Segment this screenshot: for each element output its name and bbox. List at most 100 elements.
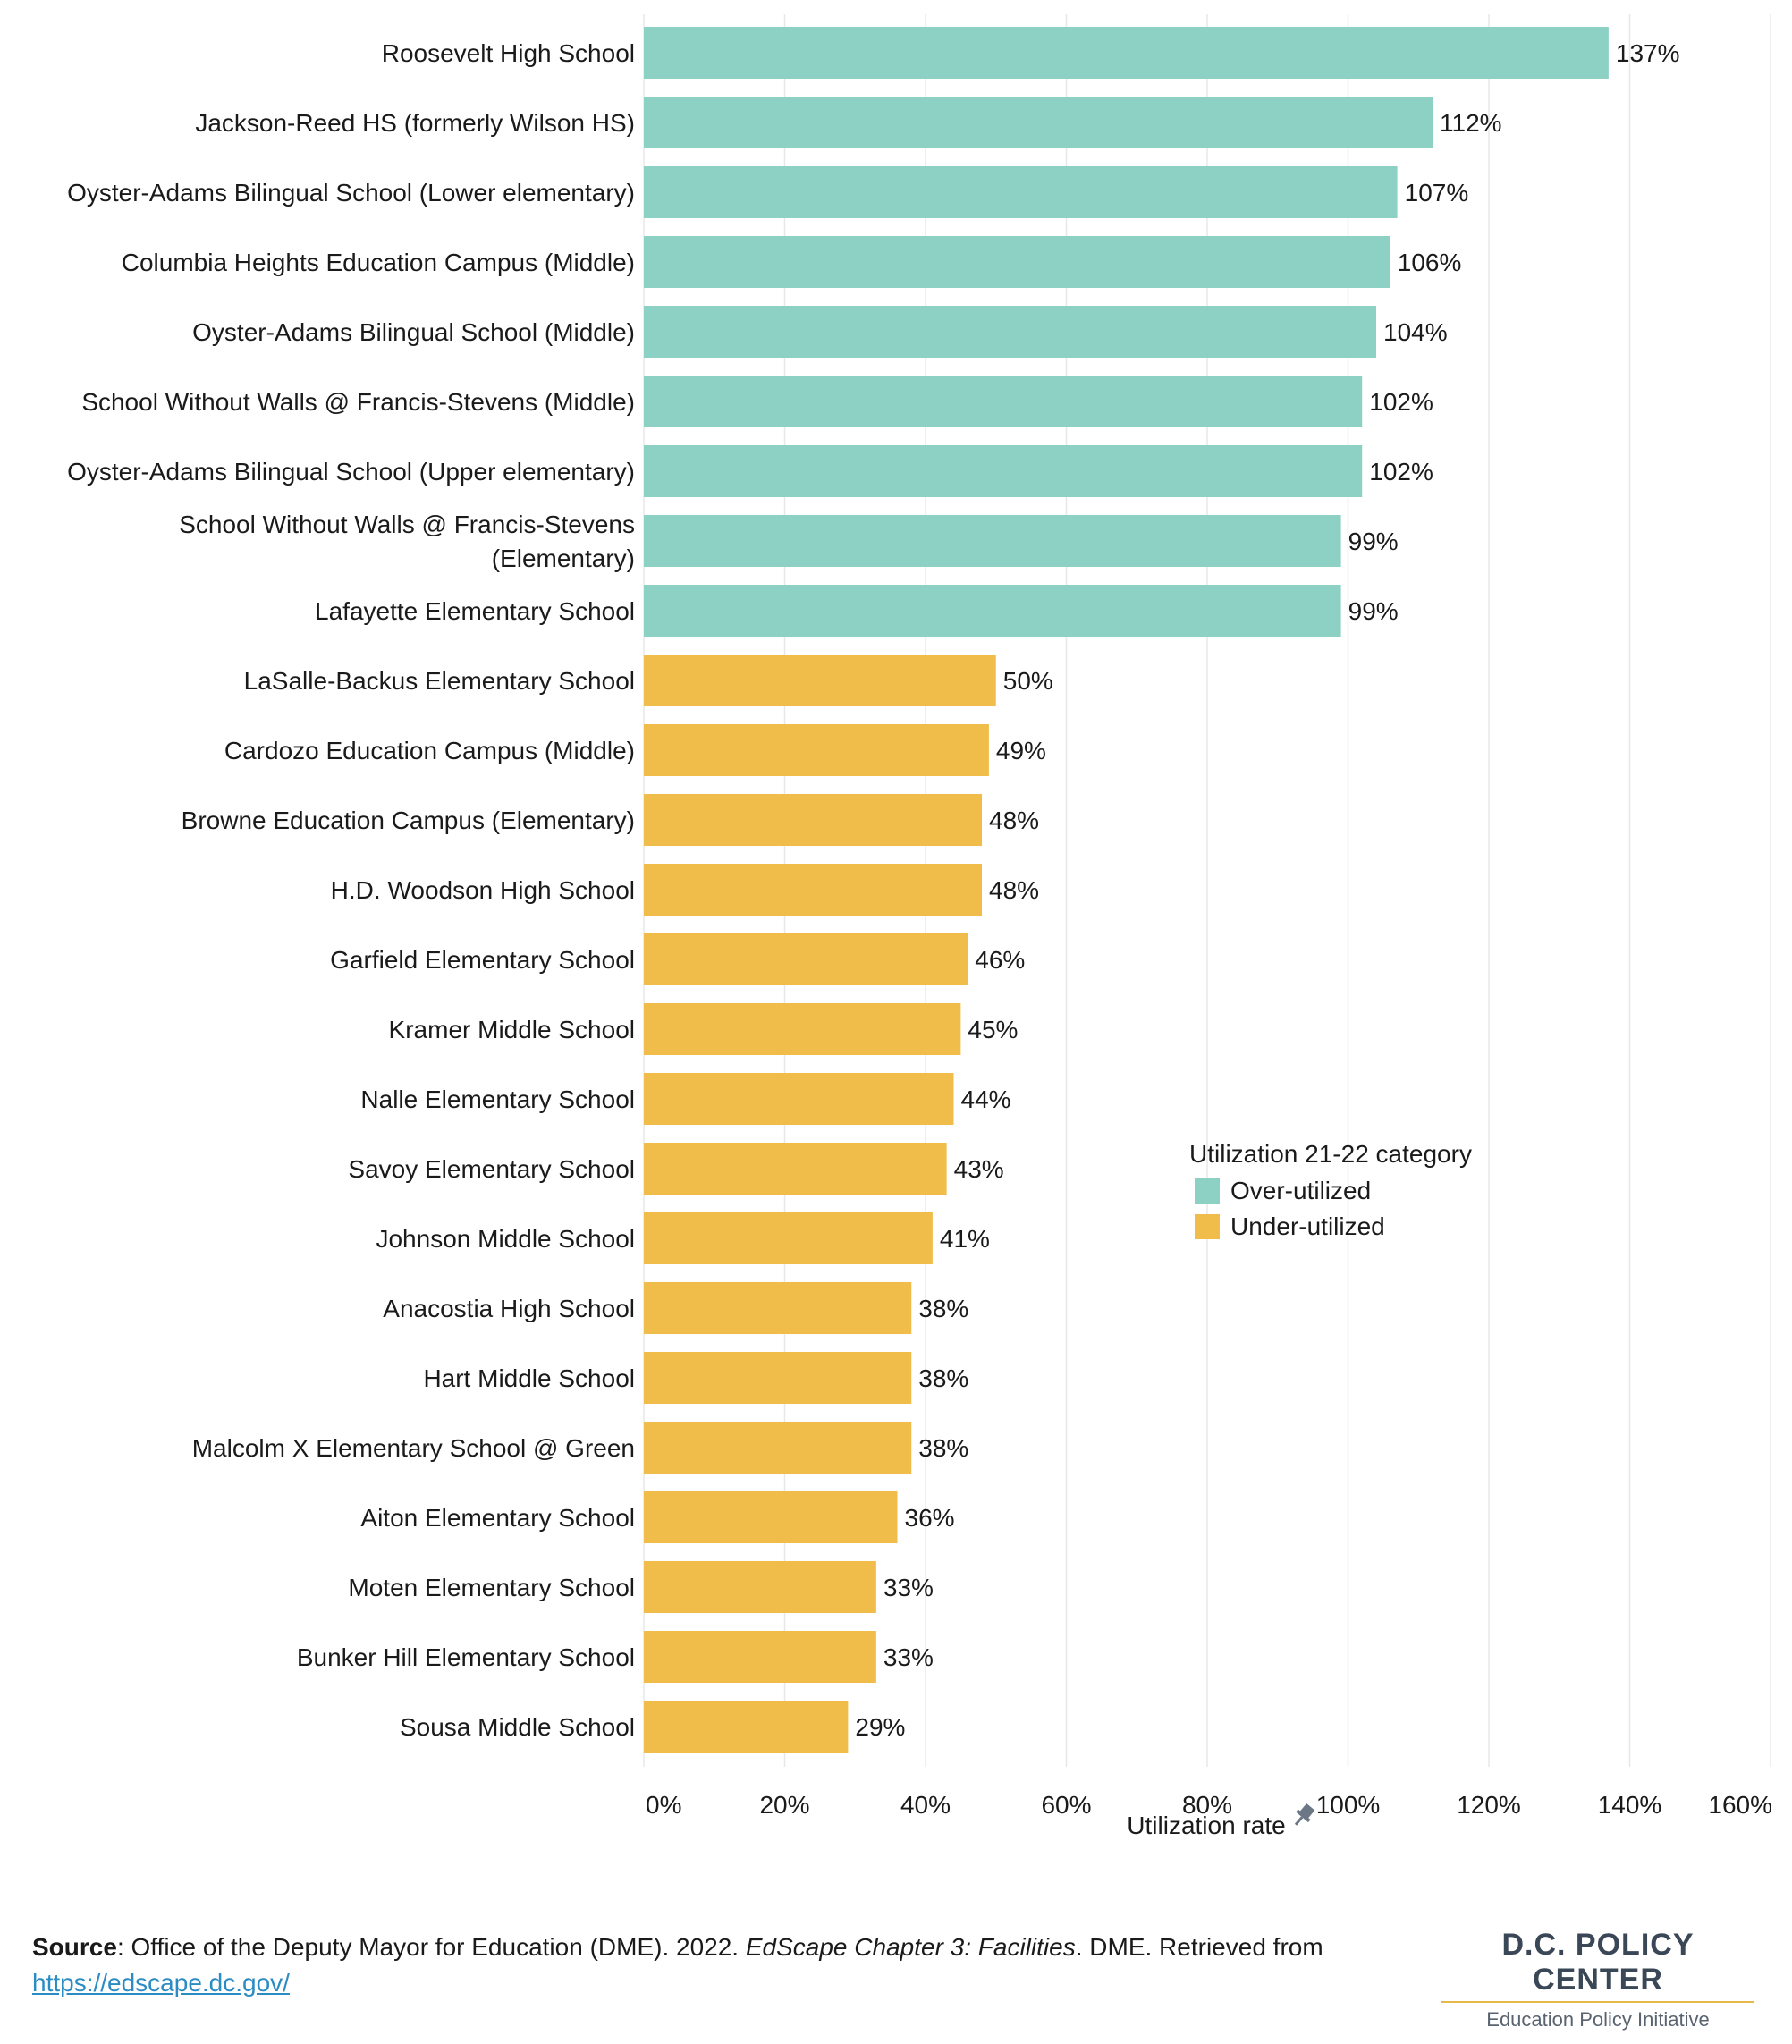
bar[interactable] <box>644 1701 849 1753</box>
bar[interactable] <box>644 655 996 706</box>
pin-icon[interactable] <box>1289 1802 1317 1829</box>
x-tick-label: 140% <box>1598 1791 1662 1819</box>
x-tick-label: 160% <box>1708 1791 1772 1819</box>
bar[interactable] <box>644 1491 898 1543</box>
value-label: 44% <box>961 1085 1011 1113</box>
bar[interactable] <box>644 1003 961 1055</box>
bar[interactable] <box>644 1352 912 1404</box>
value-label: 99% <box>1348 597 1399 625</box>
bar[interactable] <box>644 1422 912 1474</box>
category-label: Roosevelt High School <box>382 39 635 67</box>
legend-swatch <box>1195 1178 1220 1204</box>
source-link[interactable]: https://edscape.dc.gov/ <box>32 1969 290 1997</box>
source-text: : Office of the Deputy Mayor for Educati… <box>116 1933 746 1961</box>
bars <box>644 27 1609 1753</box>
value-label: 48% <box>989 876 1039 904</box>
x-tick-label: 100% <box>1316 1791 1381 1819</box>
value-label: 102% <box>1369 388 1433 416</box>
x-axis-title-group: Utilization rate <box>1127 1802 1317 1839</box>
bar[interactable] <box>644 376 1363 427</box>
category-label: Oyster-Adams Bilingual School (Lower ele… <box>67 179 635 207</box>
bar[interactable] <box>644 445 1363 497</box>
value-label: 33% <box>883 1643 934 1671</box>
bar[interactable] <box>644 166 1398 218</box>
category-label: Nalle Elementary School <box>360 1085 635 1113</box>
bar[interactable] <box>644 1631 876 1683</box>
x-axis-ticks: 0% 20% 40% 60% 80% 100% 120% 140% 160% <box>646 1791 1772 1819</box>
category-label: Savoy Elementary School <box>348 1155 635 1183</box>
legend: Utilization 21-22 category Over-utilized… <box>1189 1136 1472 1245</box>
legend-label: Over-utilized <box>1230 1177 1372 1204</box>
category-label: Garfield Elementary School <box>330 946 635 974</box>
bar[interactable] <box>644 794 982 846</box>
source-title: EdScape Chapter 3: Facilities <box>745 1933 1076 1961</box>
value-labels: 137% 112% 107% 106% 104% 102% 102% 99% 99% 50% 49%… <box>855 39 1679 1741</box>
value-label: 38% <box>918 1364 968 1392</box>
value-label: 46% <box>975 946 1025 974</box>
bar[interactable] <box>644 1282 912 1334</box>
bar[interactable] <box>644 864 982 916</box>
category-labels: Roosevelt High School Jackson-Reed HS (fo… <box>67 39 635 1741</box>
value-label: 38% <box>918 1434 968 1462</box>
category-label: Lafayette Elementary School <box>315 597 635 625</box>
category-label: School Without Walls @ Francis-Stevens (E… <box>179 511 635 572</box>
bar[interactable] <box>644 515 1341 567</box>
bar[interactable] <box>644 1143 947 1195</box>
legend-item-under-utilized[interactable]: Under-utilized <box>1195 1209 1472 1245</box>
category-label: Cardozo Education Campus (Middle) <box>224 737 635 764</box>
category-label: School Without Walls @ Francis-Stevens (… <box>81 388 635 416</box>
category-label: Anacostia High School <box>383 1295 635 1322</box>
category-label: H.D. Woodson High School <box>331 876 635 904</box>
value-label: 41% <box>940 1225 990 1253</box>
x-tick-label: 20% <box>759 1791 809 1819</box>
category-label: Bunker Hill Elementary School <box>297 1643 635 1671</box>
source-label: Source <box>32 1933 117 1961</box>
value-label: 50% <box>1003 667 1053 695</box>
value-label: 43% <box>954 1155 1004 1183</box>
category-label: Jackson-Reed HS (formerly Wilson HS) <box>195 109 635 137</box>
value-label: 137% <box>1616 39 1680 67</box>
bar[interactable] <box>644 27 1609 79</box>
category-label: Oyster-Adams Bilingual School (Upper ele… <box>67 458 635 486</box>
category-label: Browne Education Campus (Elementary) <box>182 807 635 834</box>
value-label: 45% <box>968 1016 1018 1043</box>
x-axis-title: Utilization rate <box>1127 1812 1285 1839</box>
category-label-line: School Without Walls @ Francis-Stevens <box>179 511 635 538</box>
bar[interactable] <box>644 933 968 985</box>
x-tick-label: 80% <box>1182 1791 1232 1819</box>
bar[interactable] <box>644 1561 876 1613</box>
bar[interactable] <box>644 1073 954 1125</box>
bar[interactable] <box>644 724 989 776</box>
value-label: 48% <box>989 807 1039 834</box>
legend-title: Utilization 21-22 category <box>1189 1140 1472 1168</box>
x-tick-label: 60% <box>1041 1791 1091 1819</box>
value-label: 112% <box>1440 109 1502 137</box>
source-text-after: . DME. Retrieved from <box>1075 1933 1323 1961</box>
logo-name: D.C. POLICY CENTER <box>1441 1928 1754 2003</box>
category-label: LaSalle-Backus Elementary School <box>244 667 635 695</box>
bar[interactable] <box>644 1212 933 1264</box>
value-label: 104% <box>1383 318 1448 346</box>
source-note: Source: Office of the Deputy Mayor for E… <box>32 1930 1427 2001</box>
logo-subtitle: Education Policy Initiative <box>1486 2008 1710 2031</box>
category-label: Moten Elementary School <box>348 1574 635 1601</box>
category-label: Kramer Middle School <box>389 1016 635 1043</box>
category-label: Sousa Middle School <box>400 1713 635 1741</box>
logo: D.C. POLICY CENTER Education Policy Init… <box>1441 1928 1754 2031</box>
value-label: 49% <box>996 737 1046 764</box>
value-label: 29% <box>855 1713 905 1741</box>
value-label: 102% <box>1369 458 1433 486</box>
bar[interactable] <box>644 585 1341 637</box>
legend-label: Under-utilized <box>1230 1212 1385 1240</box>
legend-swatch <box>1195 1214 1220 1239</box>
legend-item-over-utilized[interactable]: Over-utilized <box>1195 1173 1472 1209</box>
bar[interactable] <box>644 97 1433 148</box>
x-tick-label: 0% <box>646 1791 681 1819</box>
category-label: Columbia Heights Education Campus (Middl… <box>122 249 635 276</box>
bar[interactable] <box>644 236 1390 288</box>
value-label: 99% <box>1348 528 1399 555</box>
value-label: 106% <box>1398 249 1462 276</box>
x-tick-label: 120% <box>1457 1791 1521 1819</box>
bar[interactable] <box>644 306 1376 358</box>
